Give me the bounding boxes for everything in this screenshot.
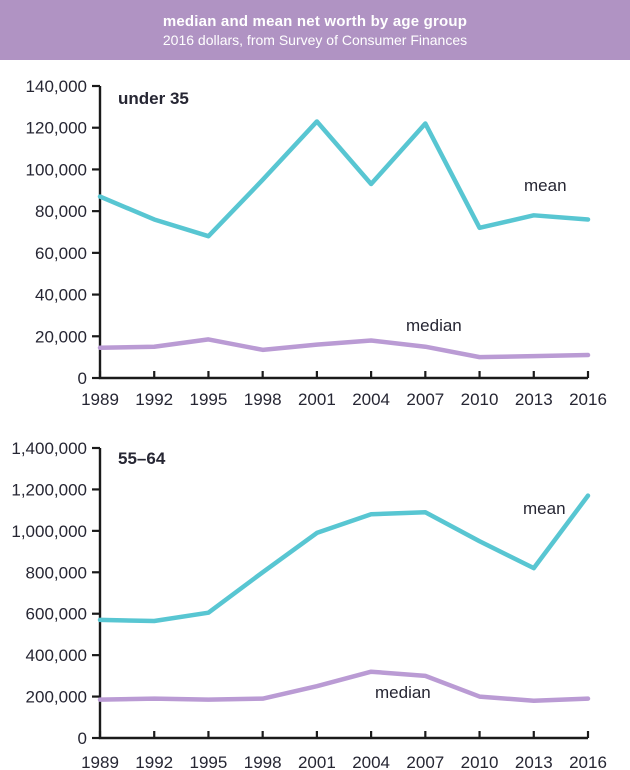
age-group-label: under 35 — [118, 89, 189, 108]
x-axis-tick-label: 1992 — [135, 753, 173, 770]
x-axis-tick-label: 2001 — [298, 753, 336, 770]
x-axis-tick-label: 1989 — [81, 390, 119, 409]
y-axis-tick-label: 1,000,000 — [11, 522, 87, 541]
x-axis-tick-label: 2010 — [461, 390, 499, 409]
mean-line — [97, 119, 591, 239]
mean-line — [97, 493, 591, 624]
median-label: median — [375, 683, 431, 702]
x-axis-tick-label: 1995 — [190, 390, 228, 409]
y-axis-tick-label: 0 — [78, 369, 87, 388]
x-axis-tick-label: 2001 — [298, 390, 336, 409]
y-axis-tick-label: 140,000 — [26, 77, 87, 96]
x-axis-tick-label: 2007 — [406, 390, 444, 409]
y-axis-tick-label: 200,000 — [26, 688, 87, 707]
y-axis-tick-label: 120,000 — [26, 119, 87, 138]
x-axis-tick-label: 1989 — [81, 753, 119, 770]
y-axis-tick-label: 400,000 — [26, 646, 87, 665]
x-axis-tick-label: 2010 — [461, 753, 499, 770]
x-axis-tick-label: 2004 — [352, 753, 390, 770]
mean-label: mean — [523, 499, 566, 518]
mean-label: mean — [524, 176, 567, 195]
y-axis-tick-label: 1,400,000 — [11, 439, 87, 458]
y-axis-tick-label: 1,200,000 — [11, 480, 87, 499]
chart-header: median and mean net worth by age group 2… — [0, 0, 630, 60]
median-line — [97, 669, 591, 703]
age-group-label: 55–64 — [118, 449, 166, 468]
y-axis-tick-label: 20,000 — [35, 327, 87, 346]
axis-spine — [98, 448, 588, 740]
y-axis-tick-label: 100,000 — [26, 160, 87, 179]
y-axis-tick-label: 40,000 — [35, 286, 87, 305]
x-axis-tick-label: 2007 — [406, 753, 444, 770]
x-axis-tick-label: 1992 — [135, 390, 173, 409]
y-axis-tick-label: 0 — [78, 729, 87, 748]
chart-under-35: 0 20,000 40,000 60,000 80,000 100,000 120,000 1… — [26, 77, 607, 409]
median-line — [97, 337, 591, 360]
x-axis-tick-label: 2013 — [515, 753, 553, 770]
y-axis-tick-label: 80,000 — [35, 202, 87, 221]
x-axis-tick-label: 2013 — [515, 390, 553, 409]
median-label: median — [406, 316, 462, 335]
axis-spine — [98, 86, 588, 380]
chart-55-64: 0 200,000 400,000 600,000 800,000 1,000,000 1,… — [11, 439, 607, 770]
y-axis-tick-label: 800,000 — [26, 563, 87, 582]
x-axis-tick-label: 2016 — [569, 753, 607, 770]
x-axis-tick-label: 1998 — [244, 390, 282, 409]
x-axis-tick-label: 2004 — [352, 390, 390, 409]
chart-title: median and mean net worth by age group — [162, 12, 468, 30]
x-axis-tick-label: 1998 — [244, 753, 282, 770]
x-axis-tick-label: 1995 — [190, 753, 228, 770]
chart-subtitle: 2016 dollars, from Survey of Consumer Fi… — [162, 31, 468, 48]
x-axis-tick-label: 2016 — [569, 390, 607, 409]
y-axis-tick-label: 600,000 — [26, 605, 87, 624]
y-axis-tick-label: 60,000 — [35, 244, 87, 263]
